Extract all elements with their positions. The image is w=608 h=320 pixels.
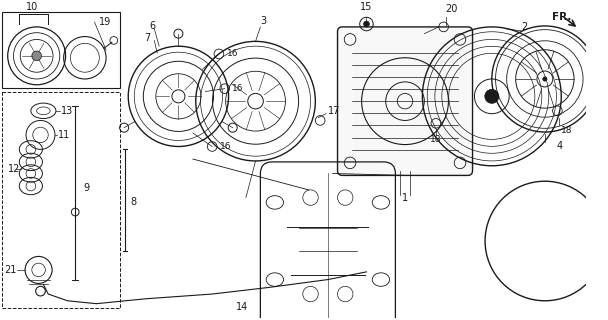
Bar [2, 12, 120, 88]
Circle shape [543, 77, 547, 81]
Text: 13: 13 [61, 106, 73, 116]
Text: 20: 20 [446, 4, 458, 14]
Text: 16: 16 [232, 84, 244, 93]
Text: 11: 11 [58, 130, 70, 140]
Text: 14: 14 [237, 301, 249, 312]
Text: 4: 4 [556, 141, 562, 151]
Text: 6: 6 [150, 21, 156, 31]
FancyBboxPatch shape [337, 27, 472, 175]
Text: 12: 12 [8, 164, 20, 174]
Text: 18: 18 [561, 125, 573, 135]
Text: 16: 16 [220, 142, 232, 151]
Text: 15: 15 [361, 3, 373, 12]
Text: FR.: FR. [551, 12, 571, 22]
Text: 8: 8 [130, 197, 136, 207]
Text: 18: 18 [430, 135, 441, 144]
Text: 19: 19 [99, 17, 112, 27]
Bar [2, 92, 120, 308]
Circle shape [485, 89, 499, 103]
Text: 9: 9 [83, 183, 89, 193]
Text: 7: 7 [145, 34, 151, 44]
Text: 10: 10 [26, 3, 38, 12]
Circle shape [32, 51, 41, 61]
Text: 21: 21 [4, 265, 16, 275]
Text: 17: 17 [328, 106, 340, 116]
Text: 16: 16 [227, 49, 238, 59]
Text: 1: 1 [402, 193, 408, 203]
Text: 3: 3 [260, 16, 266, 26]
Text: 2: 2 [521, 22, 527, 32]
Circle shape [364, 21, 369, 27]
